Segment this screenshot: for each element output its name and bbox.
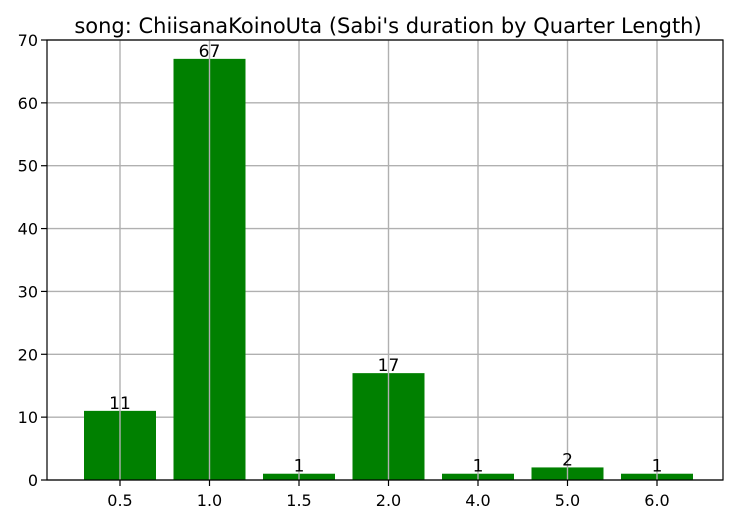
data-label: 67 xyxy=(199,42,221,62)
data-label: 17 xyxy=(378,356,400,376)
x-tick-label: 5.0 xyxy=(555,491,580,510)
y-tick-label: 0 xyxy=(28,471,38,490)
y-tick-label: 70 xyxy=(18,31,38,50)
y-tick-label: 50 xyxy=(18,157,38,176)
x-tick-label: 0.5 xyxy=(107,491,132,510)
chart-title: song: ChiisanaKoinoUta (Sabi's duration … xyxy=(74,14,701,38)
y-tick-label: 60 xyxy=(18,94,38,113)
x-tick-label: 1.5 xyxy=(286,491,311,510)
data-labels: 11 67 1 17 1 2 1 xyxy=(109,42,662,477)
data-label: 1 xyxy=(294,457,305,477)
y-tick-label: 30 xyxy=(18,282,38,301)
x-tick-label: 1.0 xyxy=(197,491,222,510)
x-tick-label: 2.0 xyxy=(376,491,401,510)
y-tick-label: 20 xyxy=(18,345,38,364)
y-tick-label: 40 xyxy=(18,220,38,239)
y-axis-ticks: 0 10 20 30 40 50 60 70 xyxy=(18,31,47,490)
x-axis-ticks: 0.5 1.0 1.5 2.0 4.0 5.0 6.0 xyxy=(107,480,670,510)
grid xyxy=(47,39,723,481)
data-label: 2 xyxy=(562,450,573,470)
plot-frame xyxy=(46,39,724,481)
data-label: 1 xyxy=(652,457,663,477)
data-label: 1 xyxy=(473,457,484,477)
y-tick-label: 10 xyxy=(18,408,38,427)
data-label: 11 xyxy=(109,394,131,414)
x-tick-label: 6.0 xyxy=(644,491,669,510)
x-tick-label: 4.0 xyxy=(465,491,490,510)
